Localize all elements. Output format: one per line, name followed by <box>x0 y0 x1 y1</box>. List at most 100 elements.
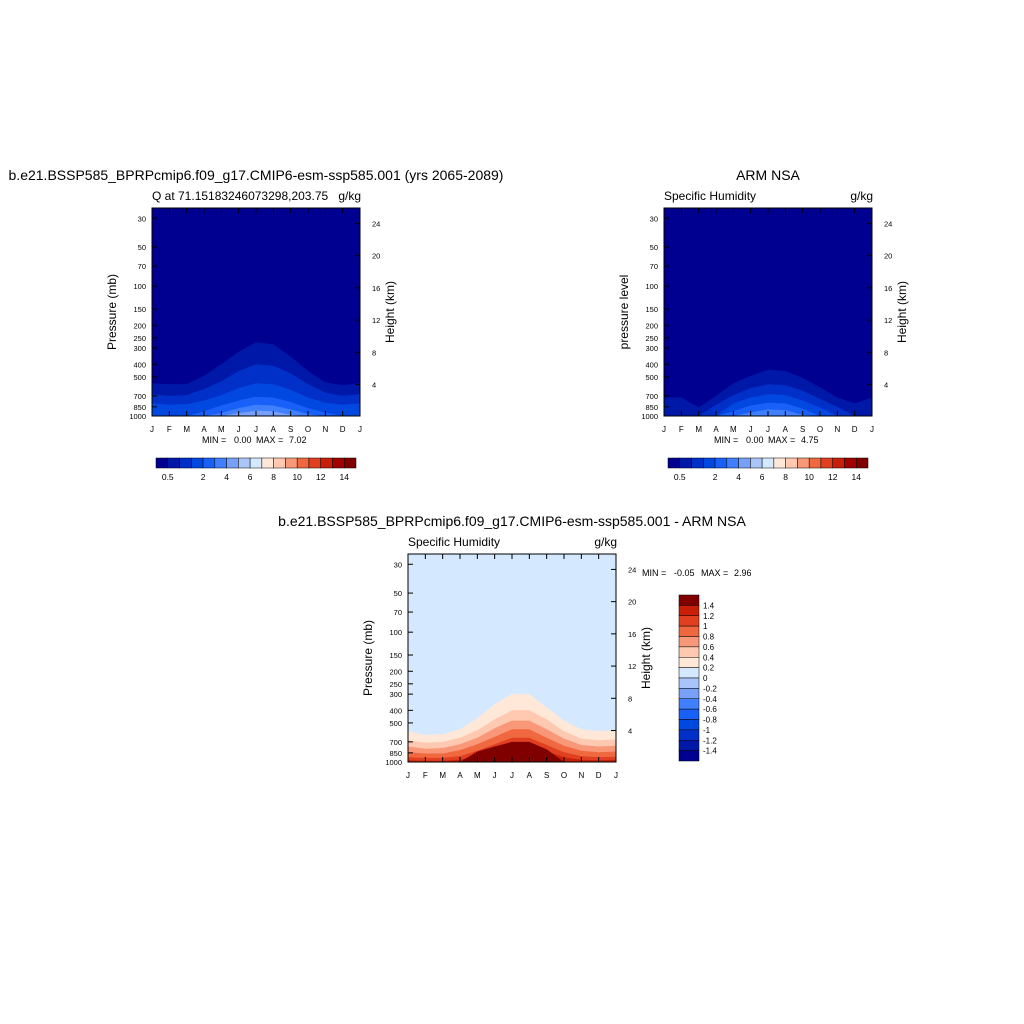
x-tick-label: F <box>423 771 428 780</box>
pressure-tick-label: 1000 <box>641 412 658 421</box>
colorbar-tick-label: -0.4 <box>703 695 717 704</box>
colorbar-swatch <box>678 729 700 741</box>
pressure-tick-label: 70 <box>650 262 658 271</box>
x-tick-label: M <box>439 771 446 780</box>
pressure-tick-label: 150 <box>389 651 402 660</box>
panel-title: b.e21.BSSP585_BPRPcmip6.f09_g17.CMIP6-es… <box>278 513 746 529</box>
colorbar-swatch <box>308 457 321 469</box>
panel-left-string: Specific Humidity <box>408 535 500 549</box>
height-tick-label: 12 <box>884 316 892 325</box>
colorbar-swatch <box>667 457 681 469</box>
x-tick-label: J <box>254 425 258 434</box>
pressure-tick-label: 70 <box>394 608 402 617</box>
x-tick-label: J <box>870 425 874 434</box>
height-axis-label: Height (km) <box>639 627 653 689</box>
colorbar-swatch <box>167 457 180 469</box>
x-tick-label: J <box>766 425 770 434</box>
colorbar: 0.5 2 4 6 8 10 12 14 <box>667 457 869 482</box>
x-tick-label: F <box>679 425 684 434</box>
pressure-tick-label: 50 <box>394 589 402 598</box>
x-tick-label: J <box>237 425 241 434</box>
colorbar-swatch <box>214 457 227 469</box>
x-tick-label: J <box>358 425 362 434</box>
x-tick-label: D <box>852 425 858 434</box>
panel-title: b.e21.BSSP585_BPRPcmip6.f09_g17.CMIP6-es… <box>9 167 504 183</box>
min-value: -0.05 <box>674 568 695 578</box>
x-tick-label: A <box>783 425 789 434</box>
colorbar-tick-label: 1.4 <box>703 601 715 610</box>
colorbar-swatch <box>320 457 333 469</box>
min-label: MIN = <box>714 435 738 445</box>
pressure-tick-label: 1000 <box>129 412 146 421</box>
x-tick-label: D <box>340 425 346 434</box>
max-value: 7.02 <box>289 435 307 445</box>
colorbar-swatch <box>773 457 786 469</box>
colorbar-swatch <box>678 667 700 679</box>
panel-units: g/kg <box>594 535 617 549</box>
pressure-tick-label: 400 <box>389 706 402 715</box>
colorbar-swatch <box>785 457 798 469</box>
pressure-tick-label: 300 <box>389 690 402 699</box>
x-tick-label: S <box>288 425 293 434</box>
colorbar-tick-label: 2 <box>713 472 718 482</box>
height-axis-ticks: 4 8 12 16 20 24 <box>867 219 892 390</box>
height-tick-label: 24 <box>372 219 380 228</box>
x-tick-label: A <box>527 771 533 780</box>
colorbar-tick-label: -1.2 <box>703 736 717 745</box>
colorbar-tick-label: 6 <box>248 472 253 482</box>
pressure-tick-label: 70 <box>138 262 146 271</box>
max-value: 4.75 <box>801 435 819 445</box>
min-label: MIN = <box>202 435 226 445</box>
pressure-axis-label: pressure level <box>617 275 631 350</box>
x-tick-label: M <box>218 425 225 434</box>
pressure-tick-label: 250 <box>389 680 402 689</box>
x-tick-label: A <box>201 425 207 434</box>
x-tick-label: O <box>561 771 567 780</box>
colorbar-swatch <box>738 457 751 469</box>
min-value: 0.00 <box>234 435 252 445</box>
x-tick-label: M <box>474 771 481 780</box>
pressure-tick-label: 50 <box>138 243 146 252</box>
min-label: MIN = <box>642 568 666 578</box>
height-tick-label: 12 <box>372 316 380 325</box>
colorbar-swatch <box>155 457 169 469</box>
colorbar-tick-label: 10 <box>804 472 814 482</box>
colorbar-tick-label: 0.2 <box>703 664 715 673</box>
observation-panel: ARM NSA Specific Humidity g/kg J F M A M J J A S… <box>617 167 909 482</box>
min-value: 0.00 <box>746 435 764 445</box>
colorbar-swatch <box>691 457 704 469</box>
colorbar-tick-label: -1.4 <box>703 747 717 756</box>
pressure-tick-label: 30 <box>650 214 658 223</box>
colorbar: 0.5 2 4 6 8 10 12 14 <box>155 457 357 482</box>
contour-fills <box>152 342 360 416</box>
colorbar-tick-label: 0.8 <box>703 633 715 642</box>
colorbar-swatch <box>678 750 700 762</box>
colorbar-swatch <box>343 457 357 469</box>
colorbar-tick-label: 12 <box>828 472 838 482</box>
pressure-tick-label: 30 <box>138 214 146 223</box>
colorbar-tick-label: 0 <box>703 674 708 683</box>
colorbar-swatch <box>332 457 345 469</box>
pressure-tick-label: 850 <box>133 403 146 412</box>
height-tick-label: 20 <box>884 252 892 261</box>
colorbar-swatch <box>714 457 728 469</box>
colorbar-tick-label: 0.5 <box>162 472 174 482</box>
x-tick-label: J <box>150 425 154 434</box>
colorbar-swatch <box>679 457 692 469</box>
colorbar-tick-label: 2 <box>201 472 206 482</box>
x-tick-label: J <box>662 425 666 434</box>
pressure-axis-label: Pressure (mb) <box>361 620 375 696</box>
panel-left-string: Q at 71.15183246073298,203.75 <box>152 189 328 203</box>
colorbar-tick-label: 0.6 <box>703 643 715 652</box>
height-tick-label: 16 <box>372 284 380 293</box>
height-tick-label: 4 <box>628 727 632 736</box>
height-tick-label: 20 <box>628 598 636 607</box>
colorbar-swatch <box>678 698 700 710</box>
pressure-tick-label: 400 <box>133 360 146 369</box>
colorbar-swatch <box>678 740 700 751</box>
pressure-tick-label: 200 <box>389 667 402 676</box>
pressure-tick-label: 850 <box>389 749 402 758</box>
panel-left-string: Specific Humidity <box>664 189 756 203</box>
